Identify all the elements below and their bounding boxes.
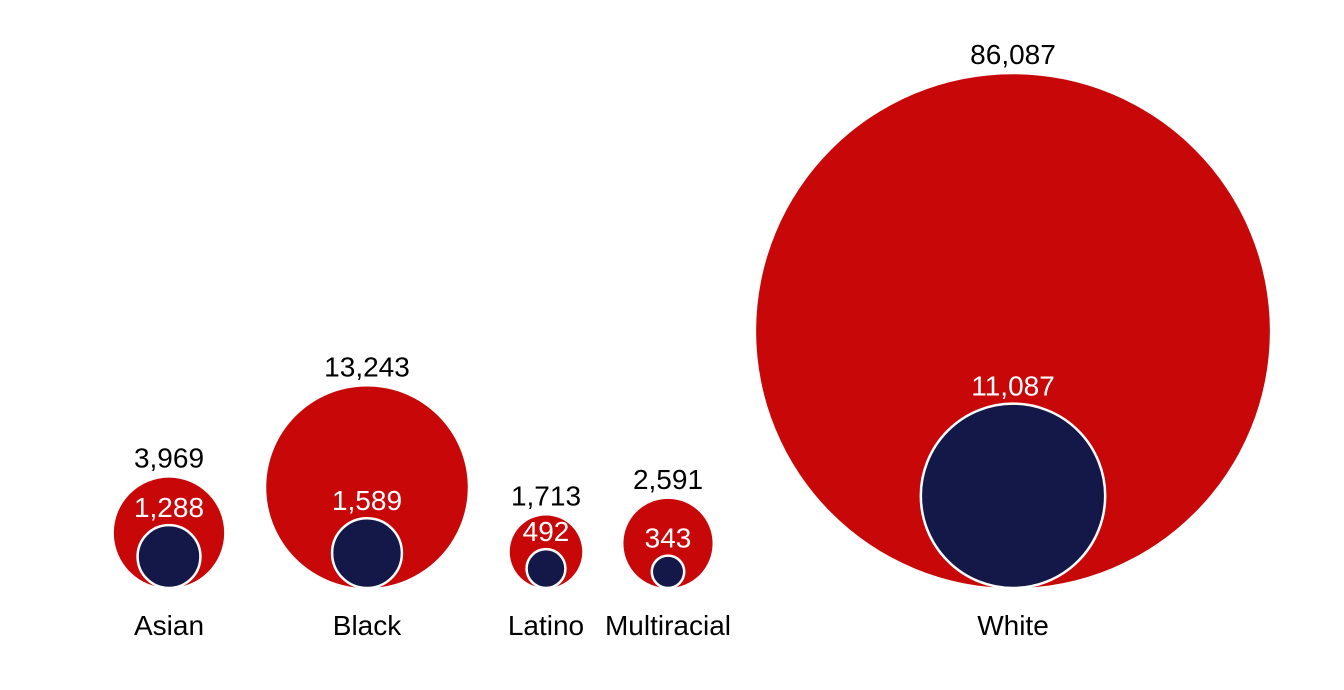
outer-bubble-black: [266, 386, 468, 588]
outer-bubble-multiracial: [623, 498, 713, 588]
inner-bubble-latino: [525, 547, 567, 590]
outer-value-label-white: 86,087: [970, 39, 1056, 70]
category-label-black: Black: [333, 610, 402, 641]
category-label-latino: Latino: [508, 610, 584, 641]
inner-bubble-asian: [136, 523, 202, 590]
category-label-asian: Asian: [134, 610, 204, 641]
inner-bubble-white: [919, 402, 1107, 590]
outer-value-label-asian: 3,969: [134, 443, 204, 474]
category-label-white: White: [977, 610, 1049, 641]
outer-value-label-latino: 1,713: [511, 481, 581, 512]
inner-bubble-multiracial: [650, 554, 686, 590]
outer-value-label-black: 13,243: [324, 351, 410, 382]
bubble-group: 3,969 1,288 Asian 13,243 1,589 Black 1,713 492 L…: [113, 39, 1270, 641]
inner-value-label-latino: 492: [523, 516, 570, 547]
inner-value-label-black: 1,589: [332, 485, 402, 516]
outer-value-label-multiracial: 2,591: [633, 464, 703, 495]
inner-value-label-white: 11,087: [971, 371, 1055, 402]
inner-value-label-multiracial: 343: [645, 523, 692, 554]
inner-value-label-asian: 1,288: [134, 492, 204, 523]
category-label-multiracial: Multiracial: [605, 610, 731, 641]
outer-bubble-white: [756, 74, 1270, 588]
inner-bubble-black: [330, 516, 404, 590]
